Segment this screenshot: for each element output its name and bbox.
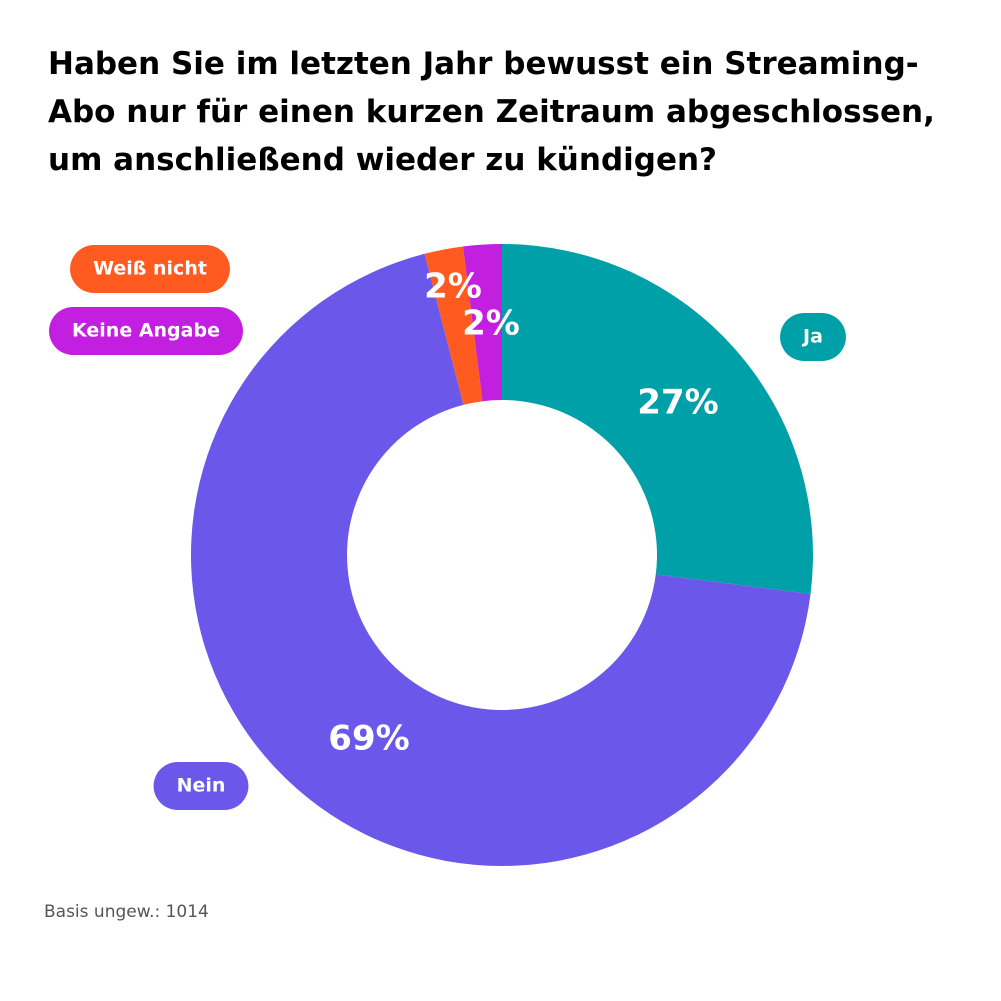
value-label: 69% [328,719,409,759]
slice [463,244,502,402]
legend-pill [153,762,249,810]
legend-pill [49,307,243,355]
slice [424,246,483,405]
value-label: 27% [637,383,718,423]
chart-title: Haben Sie im letzten Jahr bewusst ein St… [48,46,935,178]
legend-pill [780,313,846,361]
legend-label: Ja [801,326,823,348]
slice [190,253,811,866]
value-label: 2% [462,304,520,344]
slice [502,244,813,594]
legend-pill [70,245,230,293]
legend-label: Nein [177,775,226,797]
legend-label: Weiß nicht [93,258,207,280]
note: Basis ungew.: 1014 [44,902,209,922]
value-label: 2% [424,267,482,307]
legend-label: Keine Angabe [72,320,220,342]
